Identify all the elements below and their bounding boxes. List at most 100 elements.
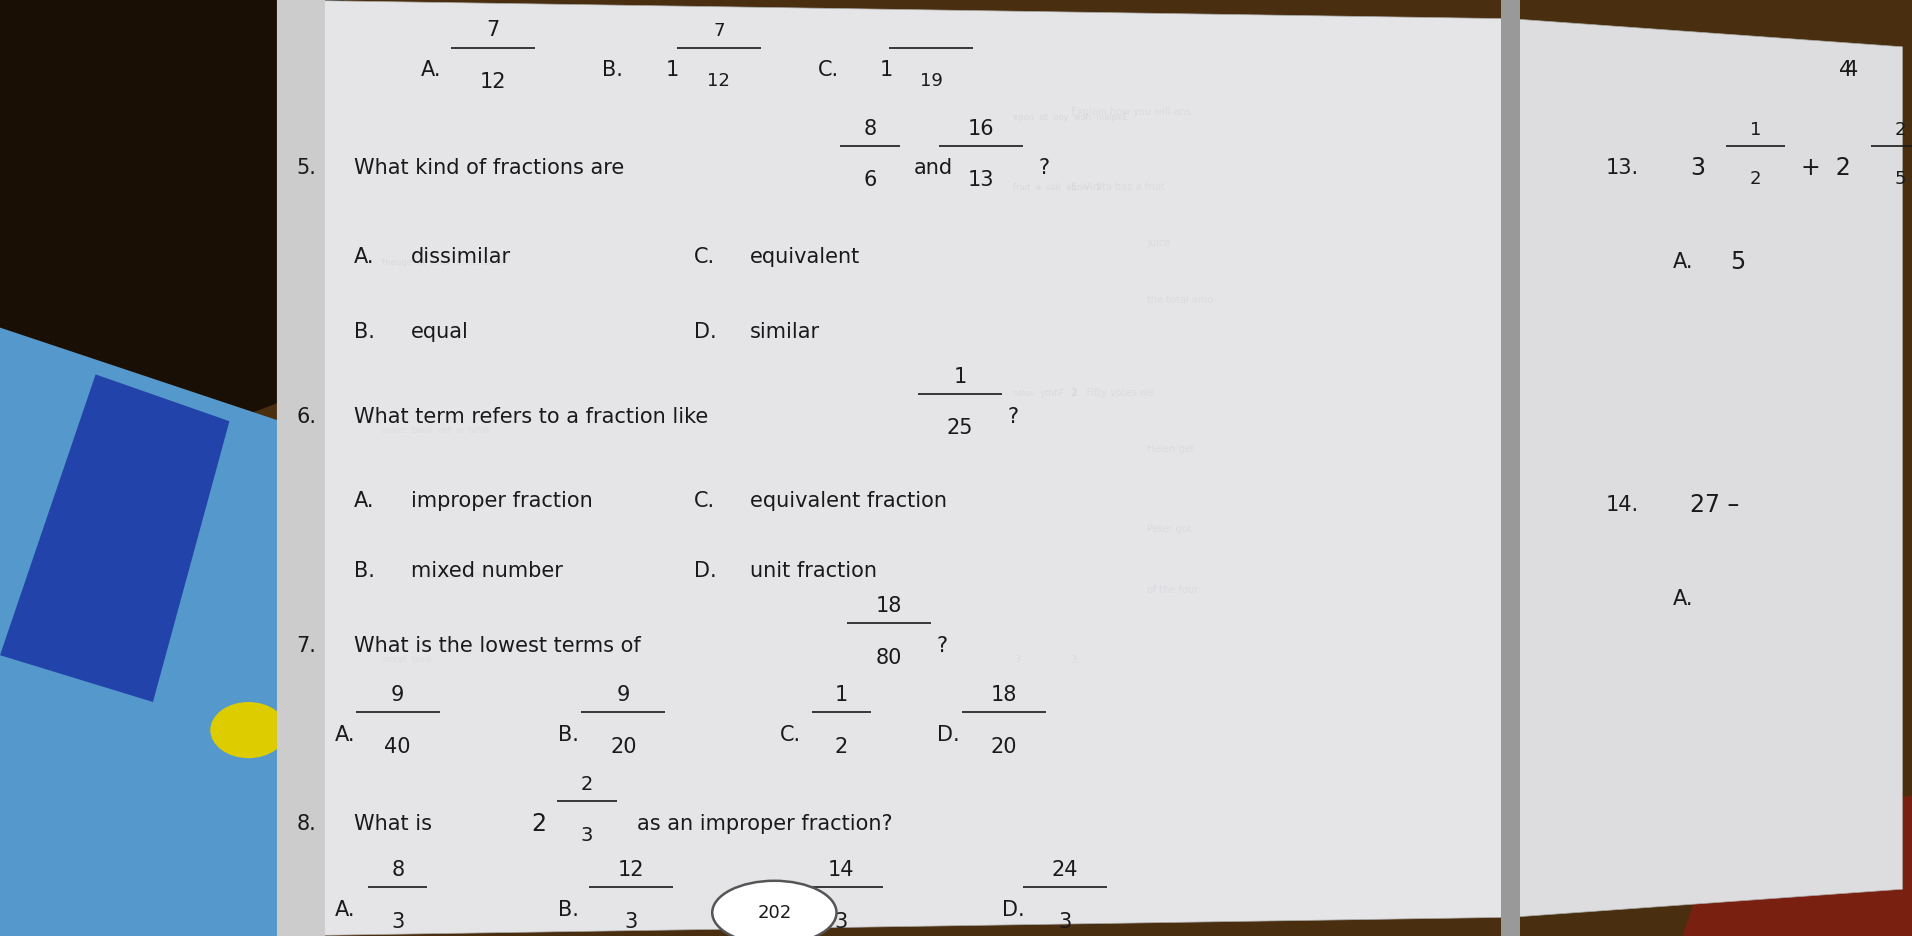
Text: 19: 19 [920, 72, 943, 90]
Text: 80: 80 [876, 648, 902, 667]
Text: 2.  Fifty votes we: 2. Fifty votes we [1071, 388, 1153, 398]
Text: 40: 40 [384, 737, 411, 756]
Text: .3: .3 [1013, 655, 1021, 665]
Text: tneuqe  ot  refer  mret  tahW: tneuqe ot refer mret tahW [382, 257, 505, 267]
Text: 8.: 8. [296, 813, 315, 834]
Text: 7: 7 [713, 22, 725, 40]
Text: +  2: + 2 [1801, 156, 1851, 181]
Text: 13: 13 [967, 170, 994, 190]
Text: epon  ot  uoy  woh  nialpxE: epon ot uoy woh nialpxE [1013, 112, 1128, 122]
Text: 8: 8 [864, 119, 876, 139]
Text: juice: juice [1147, 239, 1170, 248]
Polygon shape [0, 328, 421, 936]
Text: improper fraction: improper fraction [411, 490, 593, 511]
Text: smret  tseol: smret tseol [382, 655, 432, 665]
Text: 7.: 7. [296, 636, 315, 656]
Text: 1: 1 [836, 685, 847, 705]
Text: 6.: 6. [296, 406, 315, 427]
Text: 12: 12 [480, 72, 507, 92]
Text: 3: 3 [1059, 912, 1071, 931]
Text: 202: 202 [757, 903, 792, 922]
Text: 2: 2 [532, 812, 547, 836]
Text: unit fraction: unit fraction [750, 561, 876, 581]
Text: B.: B. [354, 322, 375, 343]
Text: 16: 16 [967, 119, 994, 139]
Text: C.: C. [780, 724, 801, 745]
Text: 2: 2 [836, 737, 847, 756]
Text: 4: 4 [1845, 60, 1858, 80]
Text: 1: 1 [1749, 121, 1761, 139]
Text: 20: 20 [990, 737, 1017, 756]
Text: equivalent: equivalent [750, 247, 860, 268]
Text: 1: 1 [665, 60, 679, 80]
Ellipse shape [711, 881, 836, 936]
Text: C.: C. [694, 490, 715, 511]
Text: 3: 3 [625, 912, 637, 931]
Text: What kind of fractions are: What kind of fractions are [354, 158, 623, 179]
Text: selov  ythfiF  .2: selov ythfiF .2 [1013, 388, 1078, 398]
Text: Helen get: Helen get [1147, 445, 1195, 454]
Text: 5: 5 [1730, 250, 1746, 274]
Text: 25: 25 [946, 418, 973, 438]
Text: What is: What is [354, 813, 432, 834]
Text: 13.: 13. [1606, 158, 1639, 179]
Text: of the four: of the four [1147, 585, 1199, 594]
Text: 2: 2 [1749, 170, 1761, 188]
Text: 27 –: 27 – [1690, 493, 1740, 518]
Text: D.: D. [937, 724, 960, 745]
Text: 3: 3 [581, 826, 593, 844]
Text: 2: 2 [1895, 121, 1906, 139]
Polygon shape [0, 374, 229, 702]
Text: 8: 8 [392, 860, 403, 880]
Text: A.: A. [335, 724, 356, 745]
Text: as an improper fraction?: as an improper fraction? [637, 813, 893, 834]
Text: 1: 1 [880, 60, 893, 80]
Text: and: and [914, 158, 952, 179]
Text: A.: A. [421, 60, 442, 80]
Text: 9: 9 [618, 685, 629, 705]
Text: 12: 12 [618, 860, 644, 880]
Text: 14.: 14. [1606, 495, 1639, 516]
Polygon shape [0, 0, 478, 421]
Text: equal: equal [411, 322, 468, 343]
Polygon shape [1501, 0, 1520, 936]
Text: A.: A. [335, 899, 356, 920]
Text: 14: 14 [828, 860, 855, 880]
Text: 3: 3 [392, 912, 403, 931]
Text: B.: B. [558, 899, 579, 920]
Text: C.: C. [780, 899, 801, 920]
Text: ?: ? [937, 636, 948, 656]
Text: 18: 18 [876, 596, 902, 616]
Text: A.: A. [1673, 252, 1694, 272]
Text: 3: 3 [1690, 156, 1706, 181]
Text: mixed number: mixed number [411, 561, 562, 581]
Text: 3: 3 [836, 912, 847, 931]
Text: A.: A. [354, 490, 375, 511]
Text: 24: 24 [1052, 860, 1078, 880]
Text: A.: A. [354, 247, 375, 268]
Ellipse shape [210, 702, 287, 758]
Text: B.: B. [602, 60, 623, 80]
Text: Peter got: Peter got [1147, 524, 1191, 534]
Text: 12: 12 [707, 72, 730, 90]
Text: D.: D. [694, 322, 717, 343]
Text: 1.  Anita has a fruit: 1. Anita has a fruit [1071, 183, 1164, 192]
Text: C.: C. [694, 247, 715, 268]
Text: noitcarf  reporp: noitcarf reporp [421, 501, 486, 510]
Text: equivalent fraction: equivalent fraction [750, 490, 946, 511]
Text: 4: 4 [1839, 60, 1853, 80]
Text: 1: 1 [954, 367, 966, 387]
Text: C.: C. [818, 60, 839, 80]
Text: 20: 20 [610, 737, 637, 756]
Text: B.: B. [354, 561, 375, 581]
Text: What term refers to a fraction like: What term refers to a fraction like [354, 406, 707, 427]
Text: D.: D. [694, 561, 717, 581]
Text: smret  tseol  eht  si  tahW: smret tseol eht si tahW [382, 426, 491, 435]
Polygon shape [277, 0, 325, 936]
Text: 7: 7 [488, 21, 499, 40]
Text: D.: D. [1002, 899, 1025, 920]
Text: 5: 5 [1895, 170, 1906, 188]
Text: the total amo: the total amo [1147, 295, 1214, 304]
Text: ?: ? [1038, 158, 1050, 179]
Text: Explain how you will ans: Explain how you will ans [1071, 108, 1191, 117]
